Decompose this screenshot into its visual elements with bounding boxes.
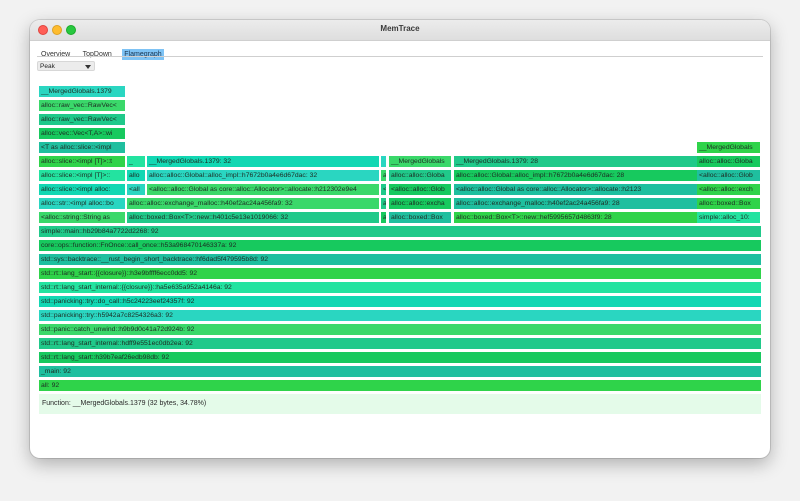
flame-frame[interactable]: alloc::boxed::Box<T>::new::hef5995657d48… <box>454 212 716 223</box>
flame-frame[interactable]: a <box>381 198 386 209</box>
flame-frame[interactable]: alloc::raw_vec::RawVec< <box>39 100 125 111</box>
flame-frame[interactable]: alloc::slice::<impl [T]>::t <box>39 156 125 167</box>
flame-frame-full[interactable]: std::sys::backtrace::__rust_begin_short_… <box>39 254 761 265</box>
flame-frame[interactable]: allo <box>127 170 145 181</box>
flame-frame[interactable]: alloc::slice::<impl alloc: <box>39 184 125 195</box>
flame-frame[interactable]: alloc::alloc::excha <box>389 198 451 209</box>
window-title: MemTrace <box>380 24 420 33</box>
flame-frame[interactable]: alloc::slice::<impl [T]>:: <box>39 170 125 181</box>
flame-frame[interactable]: simple::alloc_10: <box>697 212 760 223</box>
close-window-button[interactable] <box>38 25 48 35</box>
flame-frame[interactable]: alloc::alloc::Globa <box>697 156 760 167</box>
flame-frame[interactable]: __MergedGlobals.1379: 32 <box>147 156 379 167</box>
flame-frame[interactable]: __MergedGlobals <box>697 142 760 153</box>
flame-frame-full[interactable]: std::rt::lang_start::h39b7eaf26edb98db: … <box>39 352 761 363</box>
flame-frame-full[interactable]: std::rt::lang_start_internal::{{closure}… <box>39 282 761 293</box>
flame-frame[interactable]: __MergedGlobals.1379: 28 <box>454 156 716 167</box>
minimize-window-button[interactable] <box>52 25 62 35</box>
flame-frame[interactable]: __MergedGlobals.1379 <box>39 86 125 97</box>
flame-frame[interactable]: alloc::alloc::Globa <box>389 170 451 181</box>
flame-frame[interactable]: <alloc::alloc::exch <box>697 184 760 195</box>
flame-frame[interactable]: <alloc::alloc::Global as core::alloc::Al… <box>147 184 379 195</box>
flame-frame[interactable]: alloc::vec::Vec<T,A>::wi <box>39 128 125 139</box>
mode-select[interactable]: Peak <box>37 61 95 71</box>
flamegraph: all: 92 _main: 92 std::rt::lang_start::h39… <box>30 20 770 458</box>
title-bar: MemTrace <box>30 20 770 41</box>
chevron-down-icon <box>85 65 91 69</box>
flame-frame[interactable]: <T as alloc::slice::<impl <box>39 142 125 153</box>
flame-frame[interactable] <box>381 156 386 167</box>
flame-frame[interactable]: _ <box>127 156 145 167</box>
flame-frame[interactable]: alloc::alloc::exchange_malloc::h40ef2ac2… <box>454 198 716 209</box>
flame-frame[interactable]: <alloc::alloc::Glob <box>389 184 451 195</box>
flame-frame[interactable]: alloc::alloc::Global::alloc_impl::h7672b… <box>454 170 716 181</box>
flame-frame[interactable]: < <box>381 184 386 195</box>
flame-frame[interactable]: __MergedGlobals <box>389 156 451 167</box>
flame-frame[interactable]: <all <box>127 184 145 195</box>
mode-select-value: Peak <box>40 63 55 70</box>
flame-frame[interactable]: a <box>381 170 386 181</box>
flame-frame[interactable]: <alloc::string::String as <box>39 212 125 223</box>
flame-frame-full[interactable]: std::panicking::try::h5942a7c8254326a3: … <box>39 310 761 321</box>
zoom-window-button[interactable] <box>66 25 76 35</box>
flame-frame-full[interactable]: core::ops::function::FnOnce::call_once::… <box>39 240 761 251</box>
flame-frame[interactable]: alloc::boxed::Box<T>::new::h401c5e13e101… <box>127 212 379 223</box>
flame-frame-full[interactable]: _main: 92 <box>39 366 761 377</box>
flame-frame[interactable]: alloc::boxed::Box <box>389 212 451 223</box>
flame-frame[interactable]: alloc::boxed::Box <box>697 198 760 209</box>
flame-frame-full[interactable]: all: 92 <box>39 380 761 391</box>
flame-frame[interactable]: alloc::alloc::exchange_malloc::h40ef2ac2… <box>127 198 379 209</box>
tab-bar: Overview TopDown Flamegraph <box>39 43 168 60</box>
flame-frame[interactable]: alloc::str::<impl alloc::bo <box>39 198 125 209</box>
tab-topdown[interactable]: TopDown <box>82 51 112 58</box>
app-window: MemTrace Overview TopDown Flamegraph Pea… <box>30 20 770 458</box>
flame-frame-full[interactable]: std::panic::catch_unwind::h9b9d0c41a72d9… <box>39 324 761 335</box>
flame-frame-full[interactable]: std::rt::lang_start_internal::hdff9e551e… <box>39 338 761 349</box>
flame-frame-full[interactable]: std::rt::lang_start::{{closure}}::h3e9bf… <box>39 268 761 279</box>
status-bar: Function: __MergedGlobals.1379 (32 bytes… <box>39 394 761 414</box>
flame-frame-full[interactable]: std::panicking::try::do_call::h5c24223ee… <box>39 296 761 307</box>
flame-frame[interactable]: alloc::raw_vec::RawVec< <box>39 114 125 125</box>
flame-frame-full[interactable]: simple::main::hb29b84a7722d2268: 92 <box>39 226 761 237</box>
tab-overview[interactable]: Overview <box>41 51 71 58</box>
flame-frame[interactable]: alloc::alloc::Global::alloc_impl::h7672b… <box>147 170 379 181</box>
tab-flamegraph[interactable]: Flamegraph <box>122 49 164 60</box>
flame-frame[interactable]: a <box>381 212 386 223</box>
flame-frame[interactable]: <alloc::alloc::Global as core::alloc::Al… <box>454 184 716 195</box>
flame-frame[interactable]: <alloc::alloc::Glob <box>697 170 760 181</box>
divider <box>37 56 763 57</box>
